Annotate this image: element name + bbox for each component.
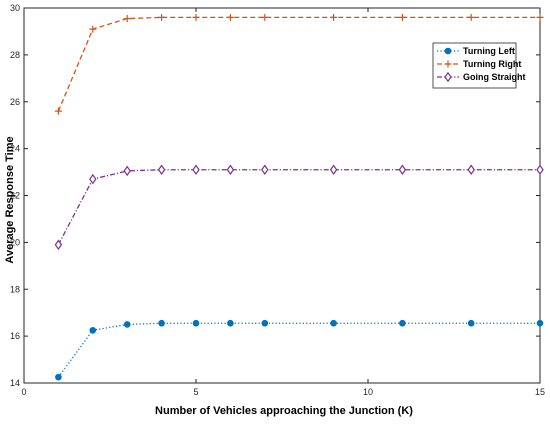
data-point bbox=[89, 326, 97, 334]
y-tick-label: 28 bbox=[10, 50, 20, 60]
y-tick-label: 22 bbox=[10, 191, 20, 201]
data-point bbox=[398, 164, 407, 175]
y-axis-label: Average Response Time bbox=[4, 136, 16, 263]
data-point bbox=[261, 13, 269, 21]
legend-swatch-marker bbox=[444, 47, 452, 55]
data-point bbox=[89, 173, 97, 185]
data-point bbox=[330, 319, 337, 327]
data-point bbox=[192, 319, 200, 327]
y-tick-label: 18 bbox=[10, 284, 20, 294]
series-layer bbox=[54, 13, 544, 381]
data-point bbox=[89, 25, 97, 33]
legend-item: Turning Right bbox=[437, 59, 521, 69]
data-point bbox=[123, 15, 131, 23]
data-point bbox=[55, 373, 62, 381]
data-point bbox=[158, 319, 165, 327]
x-axis-label: Number of Vehicles approaching the Junct… bbox=[155, 405, 413, 417]
series-turning-left bbox=[55, 319, 544, 381]
x-axis-ticks: 0 5 10 15 bbox=[21, 8, 545, 397]
data-point bbox=[54, 107, 62, 115]
data-point bbox=[227, 319, 234, 327]
data-point bbox=[536, 319, 544, 327]
data-point bbox=[467, 164, 475, 175]
data-point bbox=[536, 13, 544, 21]
y-tick-label: 16 bbox=[10, 331, 20, 341]
legend: Turning Left Turning Right Going Straight bbox=[432, 42, 526, 89]
y-axis-ticks: 14 16 18 20 22 24 26 28 30 bbox=[10, 3, 540, 388]
series-turning-right bbox=[54, 13, 544, 115]
data-point bbox=[123, 321, 131, 328]
legend-swatch-marker bbox=[444, 60, 452, 68]
data-point bbox=[536, 164, 544, 175]
data-point bbox=[192, 164, 200, 175]
y-tick-label: 20 bbox=[10, 237, 20, 247]
legend-swatch-marker bbox=[444, 71, 452, 83]
y-tick-label: 14 bbox=[10, 378, 20, 388]
data-point bbox=[329, 164, 338, 175]
legend-label: Going Straight bbox=[463, 72, 526, 82]
x-tick-label: 15 bbox=[535, 387, 545, 397]
x-tick-label: 0 bbox=[21, 387, 26, 397]
x-tick-label: 10 bbox=[363, 387, 373, 397]
y-tick-label: 24 bbox=[10, 144, 20, 154]
data-point bbox=[157, 164, 166, 175]
data-point bbox=[398, 13, 406, 21]
legend-label: Turning Left bbox=[463, 46, 515, 56]
data-point bbox=[54, 239, 63, 250]
data-point bbox=[123, 165, 131, 177]
data-point bbox=[261, 164, 269, 175]
data-point bbox=[399, 319, 406, 327]
y-tick-label: 26 bbox=[10, 97, 20, 107]
legend-item: Going Straight bbox=[437, 71, 526, 83]
data-point bbox=[192, 13, 200, 21]
data-point bbox=[467, 319, 475, 327]
data-point bbox=[467, 13, 475, 21]
data-point bbox=[226, 13, 234, 21]
legend-item: Turning Left bbox=[437, 46, 515, 56]
y-tick-label: 30 bbox=[10, 3, 20, 13]
series-line bbox=[57, 322, 540, 378]
data-point bbox=[330, 13, 338, 21]
data-point bbox=[158, 13, 166, 21]
data-point bbox=[261, 319, 269, 327]
data-point bbox=[226, 164, 235, 175]
legend-label: Turning Right bbox=[463, 59, 521, 69]
x-tick-label: 5 bbox=[193, 387, 198, 397]
series-going-straight bbox=[54, 164, 544, 250]
